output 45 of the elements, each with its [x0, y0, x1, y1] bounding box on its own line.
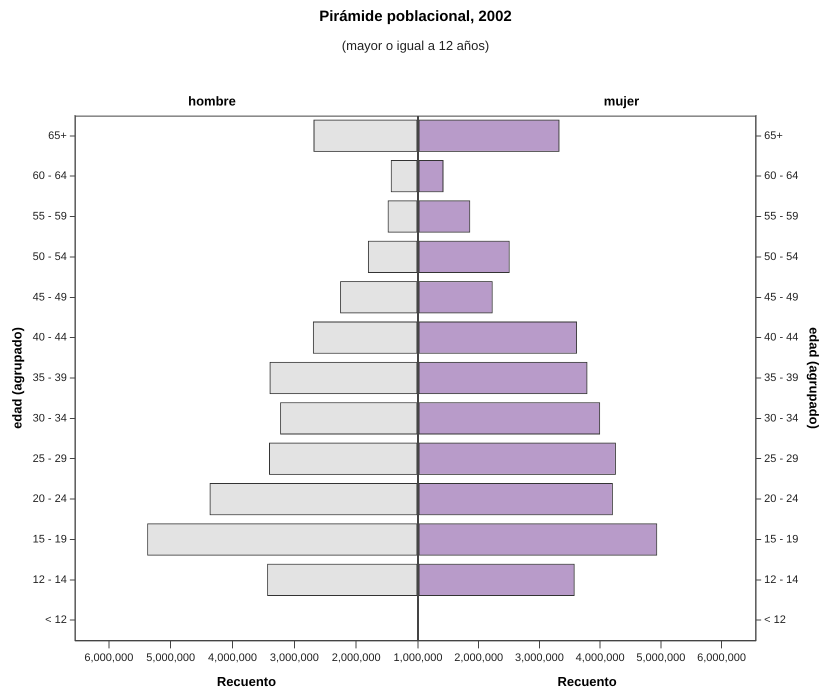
y-tick-label: 35 - 39 [32, 372, 67, 384]
y-tick-label: 50 - 54 [764, 250, 798, 263]
text: hombre [188, 93, 236, 108]
x-tick-label: 5,000,000 [636, 652, 686, 664]
chart-title: Pirámide poblacional, 2002 [318, 8, 513, 25]
y-tick-label: < 12 [764, 614, 786, 626]
y-axis-title: edad (agrupado) [806, 327, 822, 429]
x-tick-label: 3,000,000 [514, 652, 564, 664]
y-tick-label: 30 - 34 [764, 412, 798, 424]
y-tick-label: 60 - 64 [764, 170, 798, 182]
y-tick-label: 45 - 49 [764, 291, 798, 304]
y-tick-label: 15 - 19 [32, 534, 67, 546]
x-tick-label: 6,000,000 [84, 652, 134, 664]
x-tick-label: 4,000,000 [576, 652, 625, 664]
y-tick-label: 60 - 64 [32, 170, 67, 182]
y-tick-label: 40 - 44 [32, 332, 67, 344]
y-tick-label: 15 - 19 [764, 534, 798, 546]
y-tick-label: < 12 [45, 614, 67, 626]
x-axis-title: Recuento [557, 674, 617, 689]
y-tick-label: 20 - 24 [764, 493, 798, 506]
y-tick-label: 55 - 59 [764, 210, 798, 223]
x-tick-label: 1,000,000 [394, 652, 442, 664]
y-tick-label: 40 - 44 [764, 332, 798, 344]
y-tick-label: 50 - 54 [32, 250, 67, 263]
x-tick-label: 4,000,000 [208, 652, 257, 664]
x-tick-label: 6,000,000 [697, 652, 746, 664]
y-tick-label: 25 - 29 [764, 452, 798, 465]
y-tick-label: 65+ [764, 130, 783, 142]
y-tick-label: 45 - 49 [32, 291, 67, 304]
x-axis-title: Recuento [216, 674, 276, 689]
y-tick-label: 55 - 59 [32, 210, 67, 223]
x-tick-label: 3,000,000 [270, 652, 319, 664]
y-tick-label: 35 - 39 [764, 372, 798, 384]
y-tick-label: 30 - 34 [32, 412, 67, 424]
x-tick-label: 5,000,000 [146, 652, 196, 664]
chart-subtitle: (mayor o igual a 12 años) [340, 38, 490, 53]
y-tick-label: 25 - 29 [32, 452, 67, 465]
text: mujer [604, 93, 640, 108]
y-tick-label: 20 - 24 [32, 493, 67, 506]
y-axis-title: edad (agrupado) [9, 327, 24, 429]
y-tick-label: 12 - 14 [764, 574, 798, 586]
y-tick-label: 12 - 14 [32, 574, 67, 586]
y-tick-label: 65+ [48, 130, 67, 142]
x-tick-label: 2,000,000 [454, 652, 504, 664]
x-tick-label: 2,000,000 [332, 652, 381, 664]
